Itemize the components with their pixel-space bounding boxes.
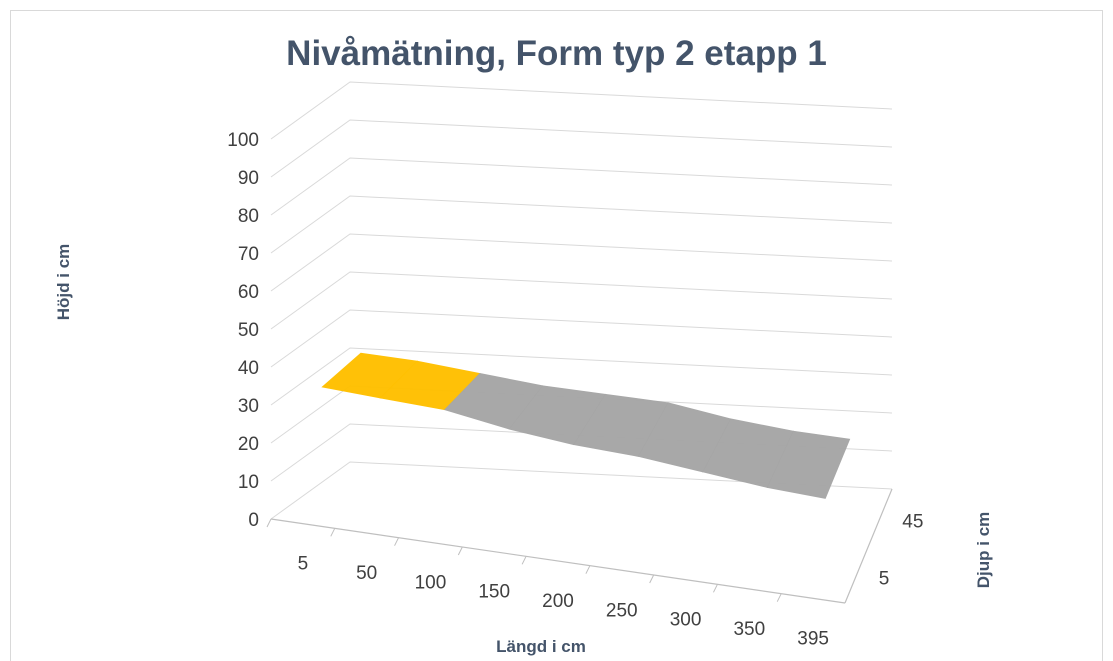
gridline <box>270 271 893 330</box>
depth-axis-ticks: 5 45 <box>879 512 924 590</box>
x-tick-label: 395 <box>797 628 829 649</box>
x-tick-label: 200 <box>542 591 574 612</box>
gridline <box>270 119 893 178</box>
x-tick-label: 300 <box>670 610 702 631</box>
gridline <box>270 157 893 216</box>
gridline <box>270 233 893 292</box>
y-axis-title: Höjd i cm <box>54 244 73 321</box>
x-tick-mark <box>457 546 463 556</box>
y-axis-ticks: 0 10 20 30 40 50 60 70 80 90 100 <box>227 130 259 531</box>
x-tick-mark <box>776 593 782 602</box>
chart-title: Nivåmätning, Form typ 2 etapp 1 <box>286 34 827 73</box>
y-tick-label: 90 <box>238 168 259 189</box>
gridline <box>270 81 893 140</box>
x-tick-label: 150 <box>478 582 510 603</box>
surface-patch <box>766 430 851 499</box>
y-tick-label: 100 <box>227 130 259 151</box>
gridline <box>270 461 893 520</box>
gridline <box>270 347 893 406</box>
y-tick-label: 80 <box>238 206 259 227</box>
surface-plot <box>321 352 851 499</box>
depth-axis-title: Djup i cm <box>974 512 993 589</box>
x-tick-mark <box>649 574 655 584</box>
depth-axis-line <box>844 488 893 604</box>
x-tick-label: 100 <box>415 572 447 593</box>
y-tick-label: 50 <box>238 320 259 341</box>
y-tick-label: 0 <box>248 510 259 531</box>
x-tick-label: 350 <box>733 619 765 640</box>
x-tick-label: 5 <box>298 554 309 575</box>
x-tick-mark <box>712 584 718 593</box>
depth-tick-label: 45 <box>902 512 923 533</box>
x-tick-mark <box>394 537 400 546</box>
depth-tick-label: 5 <box>879 569 890 590</box>
x-axis-title: Längd i cm <box>496 637 586 656</box>
gridlines <box>270 81 893 520</box>
x-tick-label: 250 <box>606 600 638 621</box>
gridline <box>270 195 893 254</box>
x-tick-label: 50 <box>356 563 377 584</box>
x-tick-mark <box>330 528 336 537</box>
chart-frame <box>10 10 1103 661</box>
y-tick-label: 10 <box>238 472 259 493</box>
y-tick-label: 30 <box>238 396 259 417</box>
axes <box>270 488 893 604</box>
x-axis-line <box>270 518 846 604</box>
x-tick-mark <box>585 565 591 574</box>
y-tick-label: 60 <box>238 282 259 303</box>
gridline <box>270 309 893 368</box>
x-axis-ticks: 5 50 100 150 200 250 300 350 395 <box>266 518 829 649</box>
y-tick-label: 40 <box>238 358 259 379</box>
y-tick-label: 70 <box>238 244 259 265</box>
x-tick-mark <box>266 518 272 528</box>
x-tick-mark <box>521 556 527 565</box>
y-tick-label: 20 <box>238 434 259 455</box>
